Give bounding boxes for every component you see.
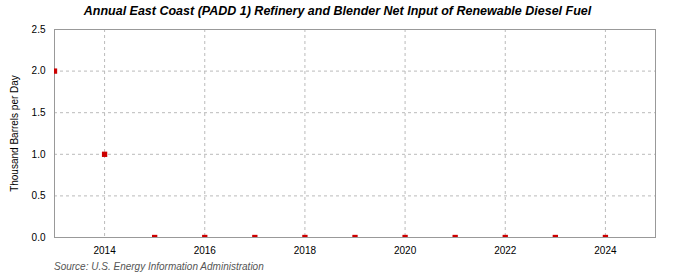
- svg-text:2014: 2014: [93, 245, 116, 256]
- html-text:Annual East Coast (PADD 1) Ref: Annual East Coast (PADD 1) Refinery and …: [83, 4, 592, 18]
- svg-text:0.5: 0.5: [32, 190, 46, 201]
- svg-text:0.0: 0.0: [32, 232, 46, 243]
- svg-text:2022: 2022: [494, 245, 517, 256]
- html-text:Source: U.S. Energy Informatio: Source: U.S. Energy Information Administ…: [54, 261, 264, 272]
- svg-text:1.0: 1.0: [32, 149, 46, 160]
- svg-text:1.5: 1.5: [32, 107, 46, 118]
- svg-text:2.5: 2.5: [32, 24, 46, 35]
- svg-text:2.0: 2.0: [32, 65, 46, 76]
- svg-text:Thousand Barrels per Day: Thousand Barrels per Day: [9, 75, 20, 192]
- svg-text:2016: 2016: [194, 245, 217, 256]
- svg-text:2024: 2024: [594, 245, 617, 256]
- svg-text:2020: 2020: [394, 245, 417, 256]
- svg-text:2018: 2018: [294, 245, 317, 256]
